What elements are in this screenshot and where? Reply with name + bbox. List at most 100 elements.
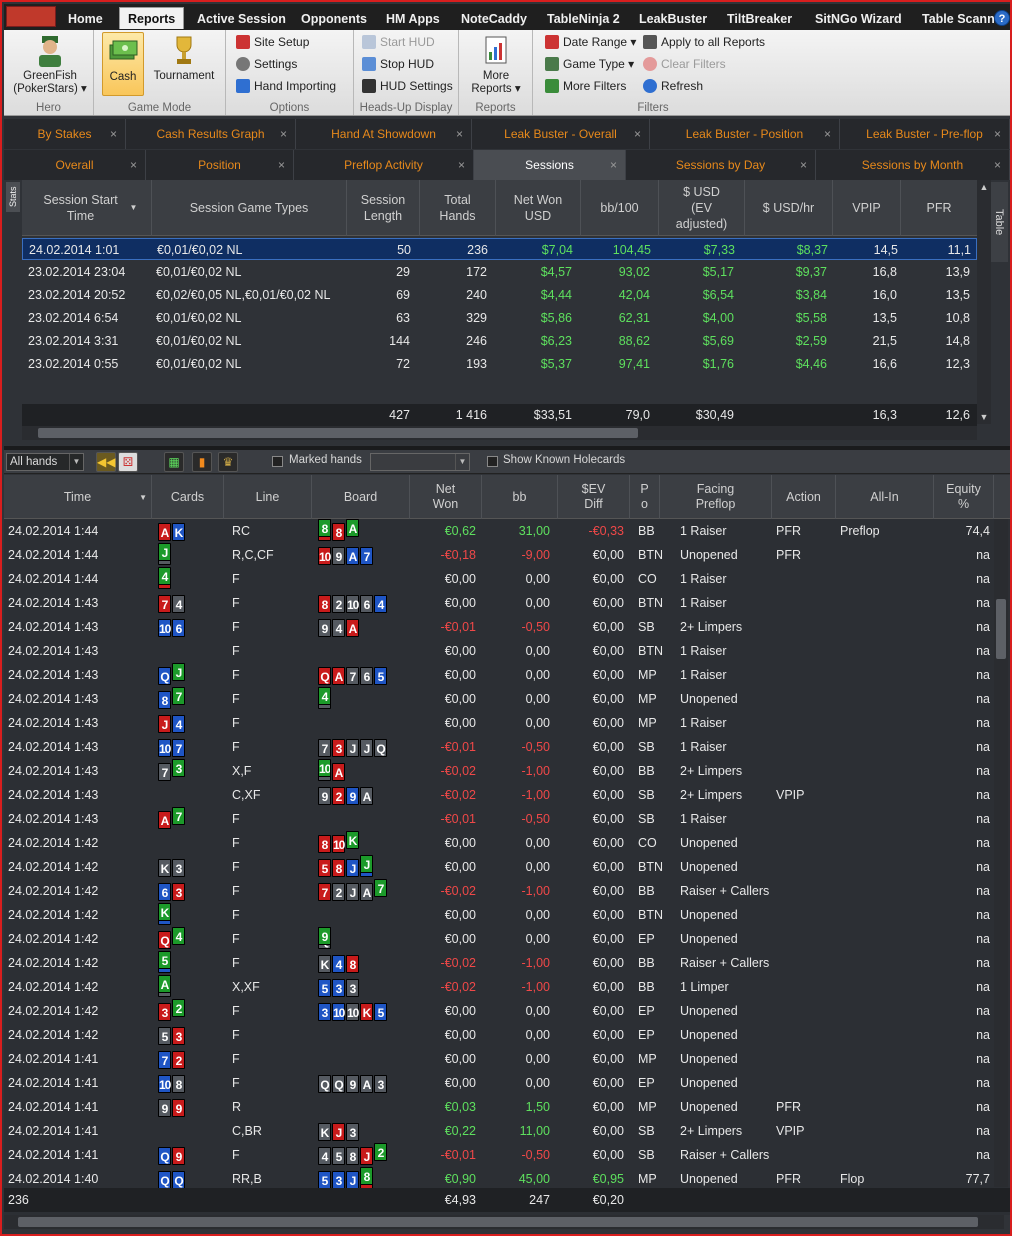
col-position[interactable]: Po	[630, 475, 660, 519]
tab-position[interactable]: Position ×	[146, 150, 294, 180]
marked-hands-dropdown[interactable]: ▼	[370, 453, 470, 471]
hand-row[interactable]: 24.02.2014 1:4253F810K€0,000,00€0,00COUn…	[4, 831, 1004, 855]
col-ev-adjusted[interactable]: $ USD (EV adjusted)	[659, 180, 745, 236]
close-icon[interactable]: ×	[799, 158, 807, 172]
col-vpip[interactable]: VPIP	[833, 180, 901, 236]
marked-hands-checkbox[interactable]	[272, 456, 283, 467]
trophy-icon[interactable]: ♛	[218, 452, 238, 472]
scroll-up-icon[interactable]: ▲	[979, 182, 989, 192]
col-session-start-time[interactable]: Session Start Time ▼	[22, 180, 152, 236]
tab-table-scanner[interactable]: Table Scanner	[922, 12, 1007, 26]
close-icon[interactable]: ×	[993, 158, 1001, 172]
hand-row[interactable]: 24.02.2014 1:41 7 2 F €0,00 0,00 €0,00 MP Unopen…	[4, 1047, 1004, 1071]
tab-sessions-by-day[interactable]: Sessions by Day ×	[626, 150, 816, 180]
close-icon[interactable]: ×	[993, 127, 1001, 141]
col-board[interactable]: Board	[312, 475, 410, 519]
hand-row[interactable]: 24.02.2014 1:44 42 F €0,00 0,00 €0,00 CO 1 Rais…	[4, 567, 1004, 591]
col-action[interactable]: Action	[772, 475, 836, 519]
tab-tiltbreaker[interactable]: TiltBreaker	[727, 12, 793, 26]
col-pfr[interactable]: PFR	[926, 201, 952, 215]
tab-opponents[interactable]: Opponents	[301, 12, 367, 26]
hand-row[interactable]: 24.02.2014 1:42 K4 F €0,00 0,00 €0,00 BTN Unope…	[4, 903, 1004, 927]
tab-leakbuster[interactable]: LeakBuster	[639, 12, 708, 26]
hand-row[interactable]: 24.02.2014 1:40 QQ RR,B 53J8A €0,90 45,00 €0,9…	[4, 1167, 1004, 1191]
col-ev-diff[interactable]: $EV Diff	[558, 475, 630, 519]
hand-row[interactable]: 24.02.2014 1:43 J 4 F €0,00 0,00 €0,00 MP 1 Rais…	[4, 711, 1004, 735]
col-facing-preflop[interactable]: Facing Preflop	[660, 475, 772, 519]
close-icon[interactable]: ×	[455, 127, 463, 141]
tab-preflop-activity[interactable]: Preflop Activity ×	[294, 150, 474, 180]
sessions-horizontal-scrollbar[interactable]	[22, 426, 977, 440]
tab-hand-at-showdown[interactable]: Hand At Showdown ×	[296, 119, 472, 149]
hand-row[interactable]: 24.02.2014 1:42 K3 F 58JJ4 €0,00 0,00 €0,00 BTN…	[4, 855, 1004, 879]
scroll-thumb[interactable]	[38, 428, 638, 438]
tab-leak-buster-position[interactable]: Leak Buster - Position ×	[650, 119, 840, 149]
hand-row[interactable]: 24.02.2014 1:42 6 3 F 7 2 J A 7 -€0,02 -1,00 €0,00 B…	[4, 879, 1004, 903]
hand-row[interactable]: 24.02.2014 1:43 87 F 84A €0,00 0,00 €0,00 MP Uno…	[4, 687, 1004, 711]
col-bb[interactable]: bb	[482, 475, 558, 519]
col-usd-hr[interactable]: $ USD/hr	[745, 180, 833, 236]
col-session-length[interactable]: Session Length	[347, 180, 420, 236]
game-type-button[interactable]: Game Type ▾	[545, 54, 634, 74]
tournament-mode-button[interactable]: Tournament	[148, 32, 220, 83]
hand-row[interactable]: 24.02.2014 1:42 53 F K48 -€0,02 -1,00 €0,00 BB R…	[4, 951, 1004, 975]
session-row[interactable]: 23.02.2014 6:54 €0,01/€0,02 NL 63 329 $5,86 6…	[22, 307, 977, 329]
hand-row[interactable]: 24.02.2014 1:43K10C,XF929A-€0,02-1,00€0,…	[4, 783, 1004, 807]
tab-cash-results-graph[interactable]: Cash Results Graph ×	[126, 119, 296, 149]
settings-button[interactable]: Settings	[236, 54, 297, 74]
hand-row[interactable]: 24.02.2014 1:43 10 6 F 9 4 A -€0,01 -0,50 €0,00 SB…	[4, 615, 1004, 639]
tab-overall[interactable]: Overall ×	[4, 150, 146, 180]
tab-leak-buster-preflop[interactable]: Leak Buster - Pre-flop ×	[840, 119, 1010, 149]
close-icon[interactable]: ×	[279, 127, 287, 141]
close-icon[interactable]: ×	[277, 158, 285, 172]
tab-sessions[interactable]: Sessions ×	[474, 150, 626, 180]
tab-tableninja[interactable]: TableNinja 2	[547, 12, 620, 26]
hand-row[interactable]: 24.02.2014 1:42 5 3 F €0,00 0,00 €0,00 EP Unopen…	[4, 1023, 1004, 1047]
hand-row[interactable]: 24.02.2014 1:43 73 X,F 10AA -€0,02 -1,00 €0,00…	[4, 759, 1004, 783]
close-icon[interactable]: ×	[457, 158, 465, 172]
session-row[interactable]: 24.02.2014 1:01 €0,01/€0,02 NL 50 236 $7,04 1…	[22, 238, 977, 260]
col-net-won-usd[interactable]: Net Won USD	[496, 180, 581, 236]
tab-sessions-by-month[interactable]: Sessions by Month ×	[816, 150, 1010, 180]
hand-row[interactable]: 24.02.2014 1:43 7 4 F 8 2 10 6 4 €0,00 0,00 €0,00 BT…	[4, 591, 1004, 615]
hand-row[interactable]: 24.02.2014 1:41 Q 9 F 4 5 8 J 2 -€0,01 -0,50 €0,00 S…	[4, 1143, 1004, 1167]
close-icon[interactable]: ×	[633, 127, 641, 141]
scroll-thumb[interactable]	[996, 599, 1006, 659]
table-side-tab[interactable]: Table	[990, 182, 1008, 262]
hands-vertical-scrollbar[interactable]	[994, 519, 1008, 1187]
tab-reports[interactable]: Reports	[119, 7, 185, 29]
hand-row[interactable]: 24.02.2014 1:42 Q4 F 229Q €0,00 0,00 €0,00 EP Un…	[4, 927, 1004, 951]
tab-hm-apps[interactable]: HM Apps	[386, 12, 440, 26]
grid-icon[interactable]: ▦	[164, 452, 184, 472]
close-icon[interactable]: ×	[129, 158, 137, 172]
refresh-button[interactable]: Refresh	[643, 76, 703, 96]
show-holecards-checkbox[interactable]	[487, 456, 498, 467]
hero-selector[interactable]: GreenFish (PokerStars) ▾	[12, 32, 88, 96]
col-line[interactable]: Line	[224, 475, 312, 519]
more-filters-button[interactable]: More Filters	[545, 76, 626, 96]
session-row[interactable]: 23.02.2014 20:52 €0,02/€0,05 NL,€0,01/€0,…	[22, 284, 977, 306]
tab-by-stakes[interactable]: By Stakes ×	[4, 119, 126, 149]
col-net-won[interactable]: Net Won	[410, 475, 482, 519]
bar-chart-icon[interactable]: ▮	[192, 452, 212, 472]
hand-row[interactable]: 24.02.2014 1:42 A8 X,XF 533 -€0,02 -1,00 €0,00…	[4, 975, 1004, 999]
tab-active-session[interactable]: Active Session	[197, 12, 286, 26]
col-bb100[interactable]: bb/100	[581, 180, 659, 236]
session-row[interactable]: 23.02.2014 0:55 €0,01/€0,02 NL 72 193 $5,37 9…	[22, 353, 977, 375]
dice-icon[interactable]: ⚄	[118, 452, 138, 472]
apply-all-reports-button[interactable]: Apply to all Reports	[643, 32, 765, 52]
tab-notecaddy[interactable]: NoteCaddy	[461, 12, 527, 26]
close-icon[interactable]: ×	[609, 158, 617, 172]
col-cards[interactable]: Cards	[152, 475, 224, 519]
site-setup-button[interactable]: Site Setup	[236, 32, 309, 52]
scroll-thumb[interactable]	[18, 1217, 978, 1227]
rewind-icon[interactable]: ◀◀	[96, 452, 116, 472]
tab-leak-buster-overall[interactable]: Leak Buster - Overall ×	[472, 119, 650, 149]
hand-importing-button[interactable]: Hand Importing	[236, 76, 336, 96]
hand-row[interactable]: 24.02.2014 1:44AKRC108J8A€0,6231,00-€0,3…	[4, 519, 1004, 543]
splitter[interactable]	[4, 446, 1010, 450]
col-all-in[interactable]: All-In	[836, 475, 934, 519]
more-reports-button[interactable]: More Reports ▾	[463, 32, 529, 96]
